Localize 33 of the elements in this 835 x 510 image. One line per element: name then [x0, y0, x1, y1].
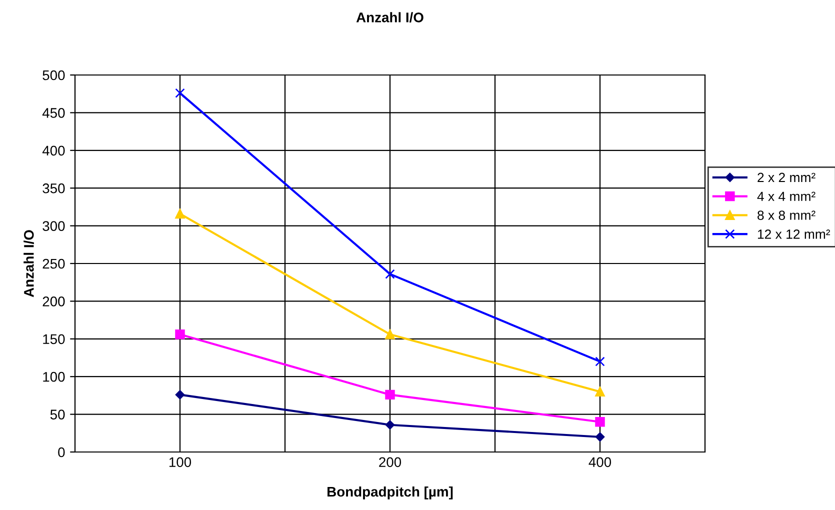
point [595, 386, 605, 397]
y-tick-label: 50 [50, 410, 65, 420]
point [175, 208, 185, 219]
y-axis-title: Anzahl I/O [24, 230, 34, 298]
x-axis-title: Bondpadpitch [µm] [328, 486, 453, 500]
point [385, 390, 395, 400]
point [175, 390, 185, 400]
point [385, 330, 395, 340]
y-tick-label: 100 [43, 372, 65, 382]
y-tick-label: 500 [42, 70, 65, 80]
legend-label: 8 x 8 mm² [758, 210, 816, 220]
legend-label: 4 x 4 mm² [757, 192, 816, 201]
point [385, 420, 395, 430]
y-tick-label: 150 [43, 334, 65, 344]
point [175, 330, 185, 340]
legend-label: 12 x 12 mm² [758, 229, 830, 239]
y-tick-label: 250 [42, 258, 65, 269]
point [595, 416, 605, 427]
y-tick-label: 300 [42, 221, 65, 231]
y-tick-label: 350 [42, 183, 65, 194]
point [175, 88, 185, 98]
x-tick-label: 100 [169, 457, 192, 468]
x-tick-label: 200 [379, 457, 402, 468]
y-tick-label: 200 [42, 296, 65, 306]
point [385, 269, 395, 279]
point [595, 356, 605, 366]
y-tick-label: 450 [42, 108, 65, 118]
y-tick-label: 400 [42, 146, 65, 156]
x-tick-label: 400 [588, 457, 612, 468]
y-tick-label: 0 [58, 447, 65, 458]
point [595, 432, 605, 442]
chart-title: Anzahl I/O [356, 12, 424, 22]
legend-label: 2 x 2 mm² [758, 172, 816, 182]
